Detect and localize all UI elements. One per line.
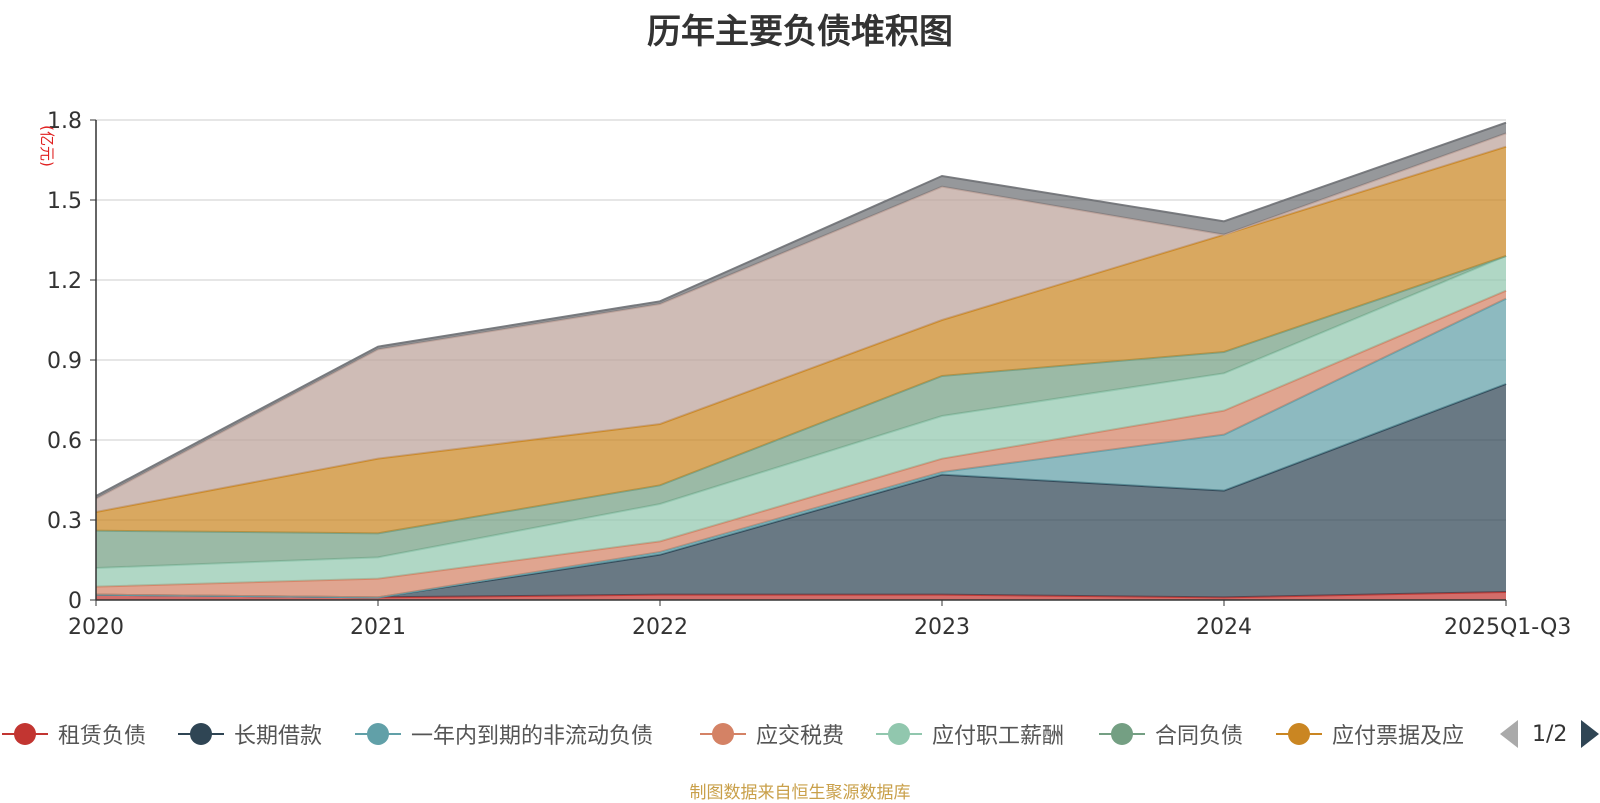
legend-circle-icon (367, 723, 389, 745)
x-tick-label: 2020 (68, 615, 124, 640)
legend-item-0[interactable]: 租赁负债 (2, 716, 146, 752)
legend-label: 应交税费 (756, 724, 845, 749)
legend-item-6[interactable]: 应付票据及应 (1276, 716, 1464, 752)
legend-circle-icon (190, 723, 212, 745)
legend-item-1[interactable]: 长期借款 (178, 716, 322, 752)
legend-label: 一年内到期的非流动负债 (411, 724, 654, 749)
area-series-group (95, 121, 1507, 600)
legend-circle-icon (888, 723, 910, 745)
area-series-长期借款[interactable] (96, 384, 1506, 598)
axes: 0 0.3 0.6 0.9 1.2 1.5 1.8 2020 2021 2022 2023 2024 2… (47, 109, 1571, 640)
y-tick-label: 1.2 (47, 269, 82, 294)
x-tick-label: 2023 (914, 615, 970, 640)
pager-next-icon[interactable] (1581, 720, 1600, 748)
legend-item-4[interactable]: 应付职工薪酬 (876, 716, 1064, 752)
pager-text: 1/2 (1532, 721, 1568, 747)
legend-label: 合同负债 (1155, 724, 1244, 749)
legend: 租赁负债 长期借款 一年内到期的非流动负债 应交税费 应付职工薪酬 合同负债 应… (0, 716, 1600, 752)
legend-item-2[interactable]: 一年内到期的非流动负债 (355, 716, 653, 752)
y-axis-label: (亿元) (38, 125, 56, 167)
x-tick-label: 2025Q1-Q3 (1444, 615, 1571, 640)
legend-label: 应付职工薪酬 (932, 724, 1065, 749)
source-note: 制图数据来自恒生聚源数据库 (689, 783, 911, 803)
legend-pager: 1/2 (1500, 716, 1600, 752)
legend-circle-icon (712, 723, 734, 745)
legend-circle-icon (1288, 723, 1310, 745)
legend-label: 租赁负债 (58, 724, 147, 749)
y-tick-label: 0.3 (47, 509, 82, 534)
chart-plot: 0 0.3 0.6 0.9 1.2 1.5 1.8 2020 2021 2022 2023 2024 2… (38, 109, 1571, 640)
legend-item-5[interactable]: 合同负债 (1099, 716, 1243, 752)
y-tick-label: 1.5 (47, 189, 82, 214)
pager-prev-icon[interactable] (1500, 720, 1518, 748)
legend-label: 应付票据及应 (1332, 724, 1465, 749)
x-tick-label: 2024 (1196, 615, 1252, 640)
area-series-租赁负债[interactable] (96, 592, 1506, 600)
area-series-其他应付款[interactable] (96, 133, 1506, 513)
chart-title: 历年主要负债堆积图 (647, 12, 953, 52)
series-line-应交税费 (95, 289, 1507, 588)
legend-item-3[interactable]: 应交税费 (700, 716, 844, 752)
x-tick-label: 2022 (632, 615, 688, 640)
series-line-其他负债 (95, 121, 1507, 497)
y-tick-label: 0.9 (47, 349, 82, 374)
y-tick-label: 0 (68, 589, 82, 614)
x-tick-label: 2021 (350, 615, 406, 640)
y-tick-label: 1.8 (47, 109, 82, 134)
area-series-应付票据及应付账款[interactable] (96, 146, 1506, 534)
area-series-其他负债[interactable] (96, 122, 1506, 499)
legend-label: 长期借款 (234, 724, 323, 749)
legend-circle-icon (14, 723, 36, 745)
y-tick-label: 0.6 (47, 429, 82, 454)
area-series-一年内到期的非流动负债[interactable] (96, 298, 1506, 598)
area-series-合同负债[interactable] (96, 256, 1506, 568)
legend-circle-icon (1111, 723, 1133, 745)
